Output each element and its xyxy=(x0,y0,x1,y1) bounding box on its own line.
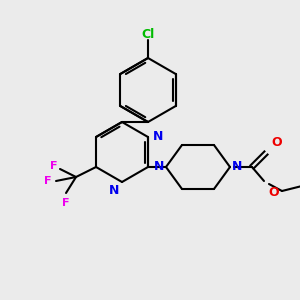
Text: O: O xyxy=(271,136,282,149)
Text: N: N xyxy=(232,160,242,173)
Text: F: F xyxy=(62,198,70,208)
Text: Cl: Cl xyxy=(141,28,154,40)
Text: N: N xyxy=(109,184,119,197)
Text: O: O xyxy=(268,186,279,199)
Text: N: N xyxy=(153,130,164,143)
Text: F: F xyxy=(44,176,51,186)
Text: N: N xyxy=(154,160,164,173)
Text: F: F xyxy=(50,161,57,171)
